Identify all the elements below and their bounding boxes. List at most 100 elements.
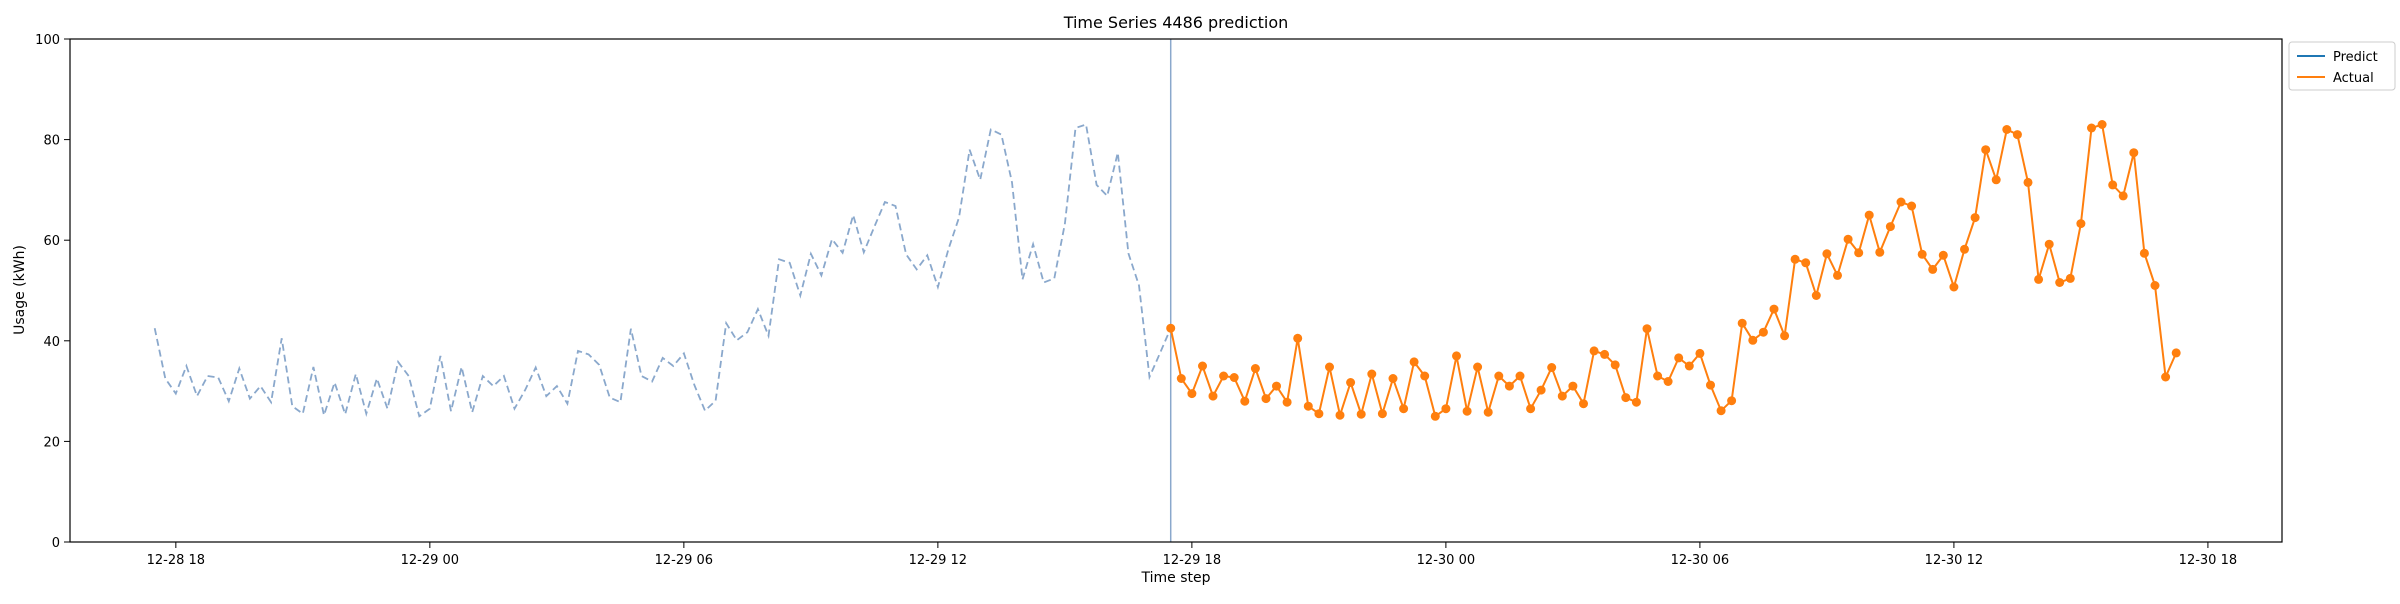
legend-label: Actual bbox=[2333, 71, 2374, 86]
y-tick-label: 20 bbox=[43, 435, 60, 450]
y-tick-label: 60 bbox=[43, 234, 60, 249]
actual-point bbox=[1843, 234, 1853, 244]
actual-point bbox=[2161, 372, 2171, 382]
actual-point bbox=[1187, 389, 1197, 399]
actual-point bbox=[1261, 394, 1271, 404]
x-tick-label: 12-28 18 bbox=[147, 553, 205, 568]
actual-point bbox=[1250, 364, 1260, 373]
actual-point bbox=[1219, 371, 1229, 381]
actual-point bbox=[2139, 248, 2149, 258]
actual-point bbox=[1928, 264, 1938, 274]
y-tick-label: 40 bbox=[43, 335, 60, 350]
actual-point bbox=[1917, 249, 1927, 259]
actual-point bbox=[1907, 201, 1917, 211]
actual-point bbox=[1356, 409, 1366, 419]
actual-point bbox=[2087, 123, 2096, 133]
actual-point bbox=[1526, 404, 1536, 414]
plot-area bbox=[153, 39, 2181, 542]
actual-point bbox=[2044, 239, 2054, 249]
plot-frame bbox=[69, 38, 2283, 543]
x-tick-label: 12-29 00 bbox=[401, 553, 459, 568]
actual-point bbox=[1780, 331, 1790, 341]
actual-point bbox=[1949, 282, 1959, 292]
actual-point bbox=[1885, 222, 1895, 232]
actual-point bbox=[1166, 323, 1176, 333]
y-axis-label: Usage (kWh) bbox=[12, 245, 28, 335]
x-tick-label: 12-29 12 bbox=[909, 553, 967, 568]
actual-point bbox=[1748, 335, 1758, 345]
actual-point bbox=[2055, 278, 2065, 287]
x-axis-label: Time step bbox=[1141, 570, 1211, 586]
x-tick-label: 12-29 18 bbox=[1163, 553, 1221, 568]
actual-point bbox=[1452, 351, 1461, 361]
actual-point bbox=[2097, 120, 2107, 129]
actual-point bbox=[2034, 274, 2044, 284]
actual-point bbox=[1547, 363, 1557, 372]
actual-point bbox=[1854, 248, 1864, 258]
actual-point bbox=[1896, 197, 1906, 207]
actual-point bbox=[1240, 396, 1250, 406]
x-tick-label: 12-30 12 bbox=[1925, 553, 1983, 568]
chart-title: Time Series 4486 prediction bbox=[1063, 13, 1289, 32]
actual-point bbox=[2023, 177, 2033, 187]
x-tick-label: 12-29 06 bbox=[655, 553, 713, 568]
actual-point bbox=[1198, 361, 1207, 371]
actual-point bbox=[1981, 145, 1991, 155]
actual-point bbox=[1303, 401, 1313, 411]
actual-point bbox=[1346, 378, 1356, 387]
actual-point bbox=[1653, 371, 1663, 381]
actual-point bbox=[1325, 362, 1334, 372]
actual-point bbox=[1727, 396, 1737, 406]
actual-point bbox=[1938, 250, 1948, 260]
actual-point bbox=[1642, 324, 1652, 334]
actual-point bbox=[2150, 281, 2160, 290]
actual-point bbox=[1176, 374, 1186, 383]
actual-point bbox=[1272, 381, 1281, 391]
actual-point bbox=[1536, 385, 1546, 395]
actual-point bbox=[1314, 409, 1324, 419]
actual-point bbox=[1991, 175, 2001, 185]
x-tick-label: 12-30 00 bbox=[1417, 553, 1475, 568]
actual-point bbox=[1663, 377, 1673, 386]
y-tick-label: 100 bbox=[35, 33, 60, 48]
actual-point bbox=[1335, 410, 1345, 420]
history-line bbox=[153, 123, 1172, 419]
actual-point bbox=[1631, 397, 1641, 407]
actual-point bbox=[1875, 247, 1885, 257]
actual-point bbox=[1833, 270, 1842, 280]
actual-point bbox=[1282, 397, 1292, 407]
y-tick-label: 80 bbox=[43, 134, 60, 149]
actual-point bbox=[1377, 409, 1387, 419]
actual-point bbox=[1811, 291, 1821, 300]
actual-point bbox=[1293, 333, 1303, 343]
legend: Predict Actual bbox=[2288, 41, 2396, 91]
actual-point bbox=[1684, 361, 1694, 371]
actual-point bbox=[1420, 371, 1430, 381]
y-tick-label: 0 bbox=[52, 536, 60, 551]
actual-point bbox=[1409, 357, 1419, 367]
actual-point bbox=[2002, 125, 2012, 134]
actual-point bbox=[1388, 374, 1398, 383]
x-tick-label: 12-30 06 bbox=[1671, 553, 1729, 568]
actual-point bbox=[1737, 318, 1747, 328]
actual-point bbox=[1557, 391, 1567, 401]
actual-point bbox=[1674, 353, 1684, 363]
actual-point bbox=[1430, 411, 1440, 421]
actual-point bbox=[1483, 407, 1493, 417]
actual-point bbox=[1970, 213, 1980, 223]
actual-point bbox=[1790, 254, 1800, 264]
x-tick-label: 12-30 18 bbox=[2179, 553, 2237, 568]
actual-point bbox=[1801, 258, 1811, 268]
actual-point bbox=[2108, 180, 2118, 190]
x-axis: 12-28 18 12-29 00 12-29 06 12-29 12 12-29 18… bbox=[147, 542, 2237, 568]
actual-point bbox=[1864, 210, 1874, 220]
actual-point bbox=[2012, 130, 2022, 140]
actual-point bbox=[2129, 148, 2139, 158]
legend-label: Predict bbox=[2333, 50, 2378, 65]
actual-point bbox=[2065, 273, 2075, 283]
actual-point bbox=[1600, 349, 1610, 359]
actual-point bbox=[1494, 371, 1504, 381]
actual-point bbox=[1589, 346, 1599, 356]
